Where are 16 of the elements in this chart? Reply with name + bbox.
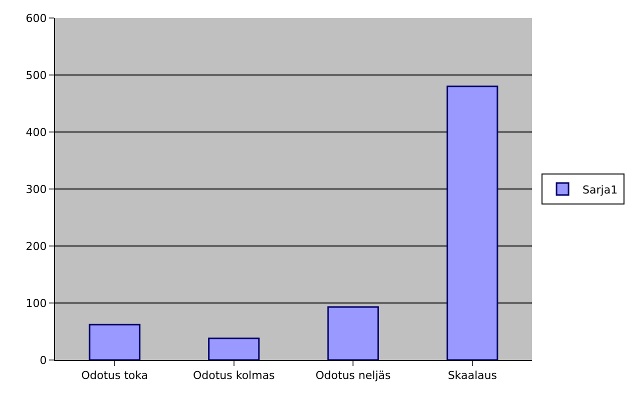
- y-tick-label: 200: [26, 240, 47, 253]
- y-tick-label: 0: [40, 354, 47, 367]
- bar: [88, 324, 140, 360]
- x-tick-label: Skaalaus: [448, 369, 498, 382]
- x-tick-label: Odotus toka: [81, 369, 148, 382]
- bar: [208, 338, 260, 360]
- legend-label: Sarja1: [582, 183, 618, 196]
- y-tick-label: 400: [26, 126, 47, 139]
- bar: [446, 86, 498, 360]
- y-tick-label: 600: [26, 12, 47, 25]
- y-tick-label: 500: [26, 68, 47, 82]
- bar: [327, 306, 379, 360]
- x-tick-label: Odotus kolmas: [192, 369, 276, 382]
- y-tick-label: 300: [26, 182, 47, 196]
- y-tick-label: 100: [26, 296, 47, 310]
- x-tick-label: Odotus neljäs: [316, 369, 391, 382]
